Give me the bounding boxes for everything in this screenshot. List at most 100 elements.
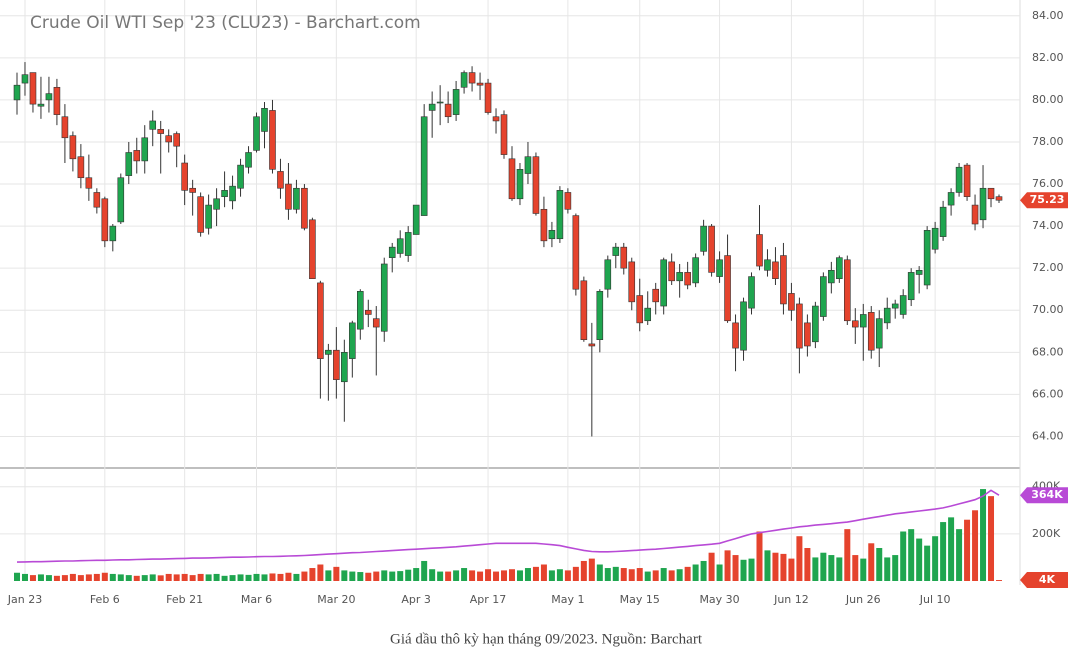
volume-bar — [916, 538, 923, 581]
candle-body — [45, 93, 53, 101]
volume-bar — [860, 558, 867, 581]
x-tick-label: Apr 17 — [470, 593, 507, 606]
volume-bar — [373, 571, 380, 581]
volume-bar — [964, 519, 971, 581]
candle-body — [197, 196, 204, 233]
volume-bar — [53, 575, 60, 581]
candle-body — [412, 204, 420, 235]
volume-bar — [149, 574, 156, 581]
candle-body — [269, 110, 276, 170]
candle-body — [364, 309, 372, 315]
candle-body — [844, 259, 851, 322]
volume-bar — [229, 575, 236, 581]
candle-body — [995, 196, 1003, 201]
x-tick-label: Feb 21 — [166, 593, 203, 606]
volume-bar — [748, 558, 755, 581]
candle-body — [341, 352, 348, 383]
candle-body — [524, 156, 532, 174]
volume-bar — [940, 522, 947, 581]
candle-body — [229, 185, 236, 202]
volume-bar — [972, 510, 979, 581]
candle-body — [859, 314, 867, 328]
volume-bar — [604, 568, 611, 581]
volume-bar — [684, 566, 691, 581]
candle-body — [955, 166, 963, 193]
candle-body — [133, 150, 141, 162]
volume-bar — [213, 573, 220, 581]
candle-body — [796, 303, 803, 349]
candle-body — [61, 116, 69, 139]
candle-body — [516, 169, 524, 200]
x-tick-label: May 30 — [699, 593, 739, 606]
volume-bar — [413, 568, 420, 581]
volume-bar — [197, 573, 204, 581]
candle-body — [740, 301, 747, 351]
volume-bar — [820, 552, 827, 581]
y-tick-label: 68.00 — [1032, 345, 1064, 358]
candle-body — [836, 257, 843, 279]
volume-bar — [101, 572, 108, 581]
volume-bar — [357, 572, 364, 581]
candle-body — [357, 291, 364, 330]
volume-tag-bg — [1020, 572, 1068, 589]
candle-body — [756, 234, 763, 267]
candle-body — [492, 116, 500, 122]
volume-bar — [301, 571, 308, 581]
volume-bar — [772, 552, 779, 581]
candle-body — [676, 272, 683, 282]
volume-bar — [325, 570, 332, 581]
candle-body — [883, 307, 891, 324]
candle-body — [109, 225, 117, 242]
volume-bar — [676, 569, 683, 581]
candle-body — [612, 246, 620, 256]
volume-bar — [628, 569, 635, 581]
volume-bar — [277, 573, 284, 581]
volume-bar — [93, 573, 100, 581]
candle-body — [165, 135, 172, 143]
candle-body — [436, 101, 444, 104]
candle-body — [37, 103, 45, 107]
x-tick-label: Apr 3 — [401, 593, 431, 606]
candle-body — [101, 198, 109, 242]
volume-bar — [173, 574, 180, 581]
candle-body — [692, 257, 699, 284]
candle-body — [604, 259, 612, 290]
candle-body — [301, 187, 308, 229]
candle-body — [253, 116, 260, 151]
y-tick-label: 78.00 — [1032, 135, 1064, 148]
volume-bar — [405, 569, 412, 581]
average-tag: 364K — [1031, 488, 1063, 501]
candle-body — [620, 246, 628, 269]
candle-body — [660, 259, 667, 307]
volume-bar — [796, 536, 803, 581]
candle-body — [628, 261, 636, 303]
volume-bar — [588, 558, 595, 581]
volume-bar — [668, 570, 675, 581]
candle-body — [468, 72, 476, 84]
volume-bar — [189, 575, 196, 581]
chart-title: Crude Oil WTI Sep '23 (CLU23) - Barchart… — [30, 13, 421, 33]
volume-bar — [253, 573, 260, 581]
average-tag-bg — [1020, 487, 1068, 504]
candle-body — [588, 343, 596, 347]
candle-body — [780, 255, 787, 305]
volume-bar — [85, 574, 92, 581]
volume-bar — [493, 571, 500, 581]
volume-bar — [309, 568, 316, 581]
candle-body — [508, 158, 516, 200]
candle-body — [476, 82, 484, 86]
candle-body — [668, 261, 675, 282]
volume-bar — [900, 531, 907, 581]
candle-body — [309, 219, 316, 279]
candle-body — [891, 303, 899, 309]
volume-bar — [501, 570, 508, 581]
volume-bar — [205, 574, 212, 581]
candle-body — [812, 305, 819, 343]
y-tick-label: 72.00 — [1032, 261, 1064, 274]
x-tick-label: May 15 — [620, 593, 660, 606]
volume-bar — [996, 580, 1002, 581]
volume-bar — [612, 566, 619, 581]
candle-body — [349, 322, 356, 359]
candle-body — [700, 225, 707, 252]
candle-body — [684, 272, 691, 286]
